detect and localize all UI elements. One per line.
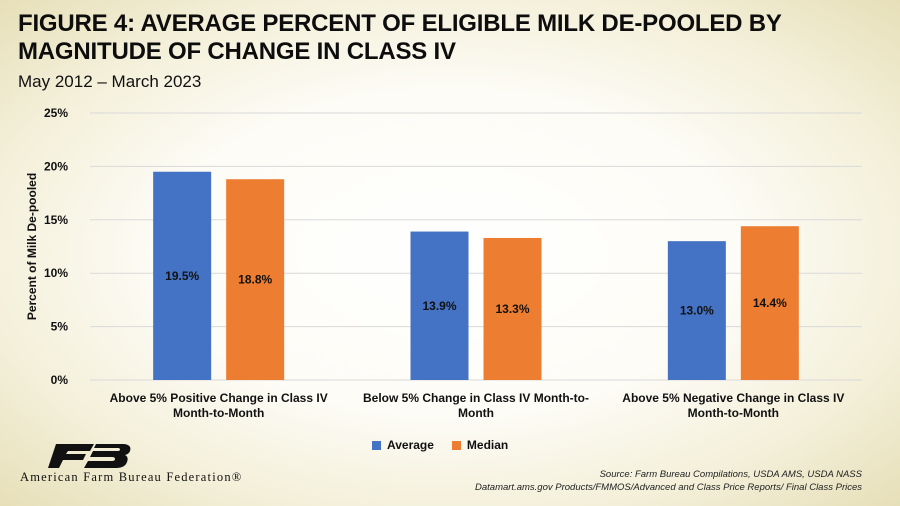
x-category-label: Above 5% Negative Change in Class IV [622, 391, 844, 405]
bar-average [153, 171, 212, 380]
data-label: 19.5% [165, 269, 199, 283]
x-category-label: Month-to-Month [173, 406, 264, 420]
legend-label-median: Median [466, 438, 509, 452]
y-tick-label: 15% [44, 213, 68, 227]
data-label: 14.4% [753, 296, 787, 310]
y-tick-label: 20% [44, 159, 68, 173]
source-line-1: Source: Farm Bureau Compilations, USDA A… [599, 469, 862, 480]
bar-average [410, 231, 469, 380]
x-category-label: Below 5% Change in Class IV Month-to- [363, 391, 589, 405]
legend-item-average: Average [372, 438, 434, 452]
x-category-label: Month [458, 406, 494, 420]
source-note: Source: Farm Bureau Compilations, USDA A… [475, 468, 862, 494]
data-label: 13.0% [680, 304, 714, 318]
legend-item-median: Median [451, 438, 509, 452]
org-name: American Farm Bureau Federation® [20, 470, 243, 484]
y-axis-label: Percent of Milk De-pooled [25, 173, 39, 320]
chart-subtitle: May 2012 – March 2023 [18, 72, 202, 91]
legend-swatch-median [451, 440, 461, 450]
y-tick-label: 5% [51, 320, 69, 334]
data-label: 13.9% [422, 299, 456, 313]
source-line-2: Datamart.ams.gov Products/FMMOS/Advanced… [475, 482, 862, 493]
legend-swatch-average [372, 440, 381, 450]
x-category-label: Above 5% Positive Change in Class IV [110, 391, 328, 405]
afbf-logo: American Farm Bureau Federation® [20, 440, 340, 490]
bar-median [483, 237, 542, 380]
bar-median [226, 179, 285, 380]
x-category-label: Month-to-Month [688, 406, 779, 420]
y-tick-label: 0% [51, 373, 69, 387]
data-label: 18.8% [238, 273, 272, 287]
bar-chart: 0% 5% 10% 15% 20% 25% Percent of Milk De-poole… [25, 106, 862, 420]
farm-bureau-logo-icon [48, 444, 131, 468]
y-tick-label: 25% [44, 106, 68, 120]
bar-median [740, 226, 799, 380]
y-tick-label: 10% [44, 266, 68, 280]
bar-average [667, 241, 726, 380]
chart-title: Figure 4: Average Percent of Eligible Mi… [18, 10, 782, 65]
data-label: 13.3% [495, 302, 529, 316]
legend-label-average: Average [387, 438, 434, 452]
chart-legend: Average Median [372, 438, 508, 452]
